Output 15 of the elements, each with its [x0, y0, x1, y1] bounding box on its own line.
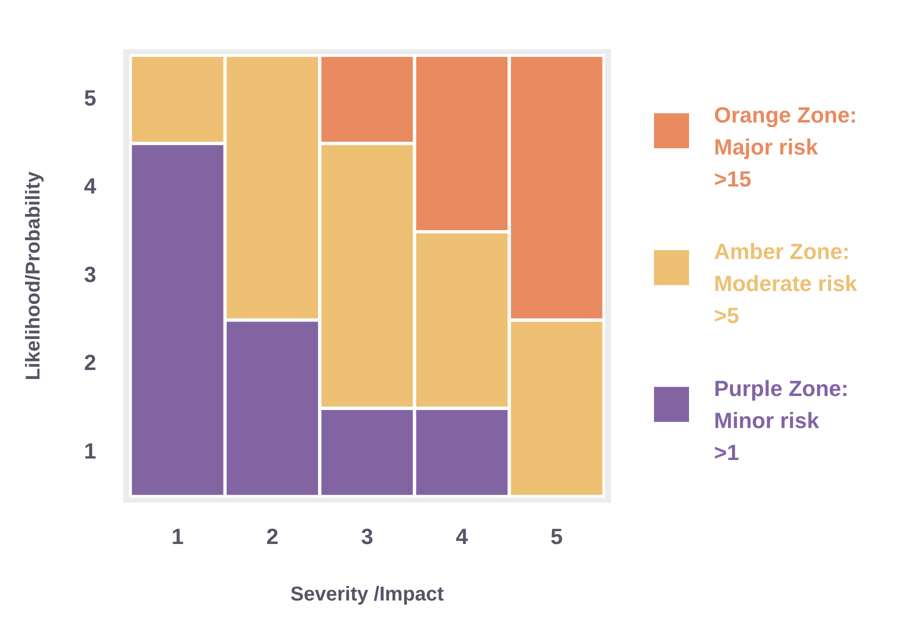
x-tick-label: 3: [360, 524, 374, 549]
y-tick-label: 2: [84, 350, 96, 376]
x-tick-label: 2: [266, 524, 278, 549]
x-tick-label: 4: [456, 524, 469, 549]
y-tick-label: 1: [84, 438, 96, 464]
legend-label: Orange Zone: Major risk >15: [714, 102, 858, 192]
x-tick-label: 1: [171, 524, 184, 549]
x-tick-label: 5: [550, 524, 563, 549]
y-axis-title: Likelihood/Probability: [22, 170, 45, 380]
legend-label: Purple Zone: Minor risk >1: [714, 376, 848, 465]
x-axis-title: Severity /Impact: [290, 584, 444, 606]
legend-label: Amber Zone: Moderate risk >5: [714, 239, 858, 328]
y-tick-label: 5: [84, 85, 96, 110]
y-tick-label: 3: [84, 262, 96, 287]
y-tick-label: 4: [84, 174, 97, 199]
